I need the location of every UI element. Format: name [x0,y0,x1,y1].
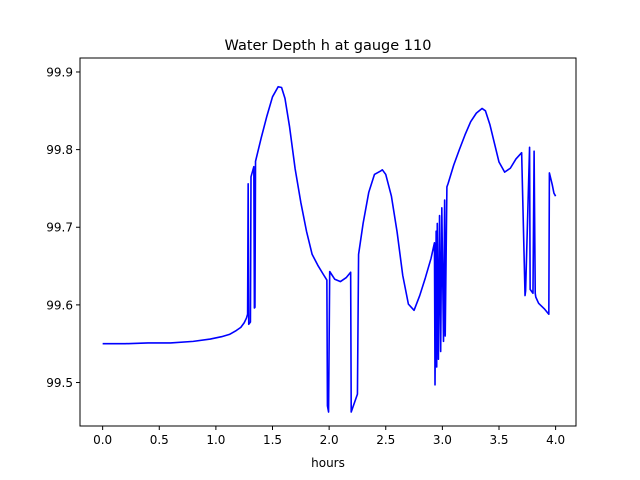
plot-area [102,85,557,413]
y-tick-label: 99.6 [46,298,73,312]
y-tick-label: 99.9 [46,65,73,79]
x-tick-label: 0.0 [93,433,112,447]
x-tick-label: 1.5 [263,433,282,447]
axes-ticks: 0.0 0.5 1.0 1.5 2.0 2.5 3.0 3.5 4.0 99.5 99.6 99.7 9… [46,65,565,447]
y-tick-label: 99.8 [46,143,73,157]
x-axis-label: hours [311,456,345,470]
x-tick-label: 2.5 [376,433,395,447]
x-tick-label: 1.0 [206,433,225,447]
y-tick-label: 99.7 [46,221,73,235]
x-tick-label: 3.5 [489,433,508,447]
y-tick-label: 99.5 [46,376,73,390]
series-line-0 [102,85,557,413]
x-tick-label: 3.0 [433,433,452,447]
chart-title: Water Depth h at gauge 110 [225,38,432,54]
x-tick-label: 2.0 [320,433,339,447]
x-tick-label: 0.5 [150,433,169,447]
axes-frame [79,57,577,427]
x-tick-label: 4.0 [546,433,565,447]
